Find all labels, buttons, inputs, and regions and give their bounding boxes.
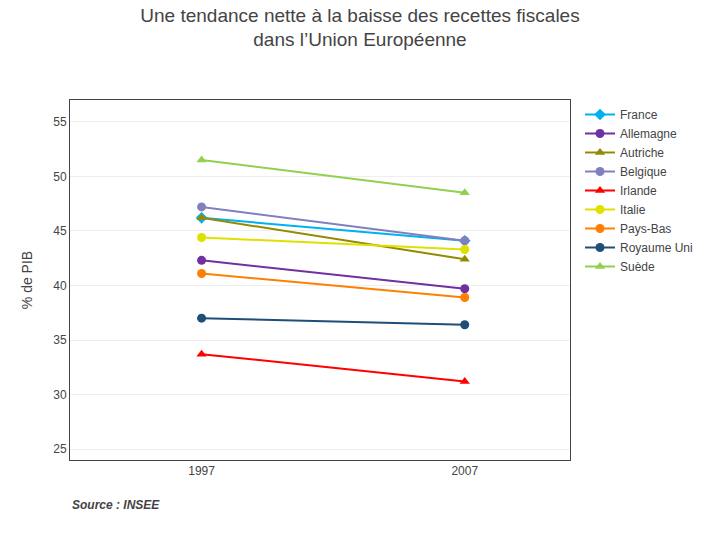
svg-text:1997: 1997 xyxy=(188,464,215,478)
svg-text:Source : INSEE: Source : INSEE xyxy=(72,498,160,512)
svg-text:Irlande: Irlande xyxy=(620,184,657,198)
svg-text:Une tendance nette à la baisse: Une tendance nette à la baisse des recet… xyxy=(140,5,579,51)
svg-text:30: 30 xyxy=(53,388,67,402)
svg-text:Belgique: Belgique xyxy=(620,165,667,179)
svg-text:45: 45 xyxy=(53,224,67,238)
svg-text:50: 50 xyxy=(53,170,67,184)
svg-text:35: 35 xyxy=(53,333,67,347)
svg-text:55: 55 xyxy=(53,115,67,129)
svg-text:Autriche: Autriche xyxy=(620,146,664,160)
svg-text:% de PIB: % de PIB xyxy=(19,251,35,309)
svg-text:Pays-Bas: Pays-Bas xyxy=(620,222,671,236)
svg-text:Allemagne: Allemagne xyxy=(620,127,677,141)
svg-text:Italie: Italie xyxy=(620,203,646,217)
svg-text:Suède: Suède xyxy=(620,260,655,274)
svg-text:2007: 2007 xyxy=(451,464,478,478)
svg-text:40: 40 xyxy=(53,279,67,293)
svg-text:25: 25 xyxy=(53,442,67,456)
svg-text:France: France xyxy=(620,108,658,122)
svg-text:Royaume Uni: Royaume Uni xyxy=(620,241,693,255)
